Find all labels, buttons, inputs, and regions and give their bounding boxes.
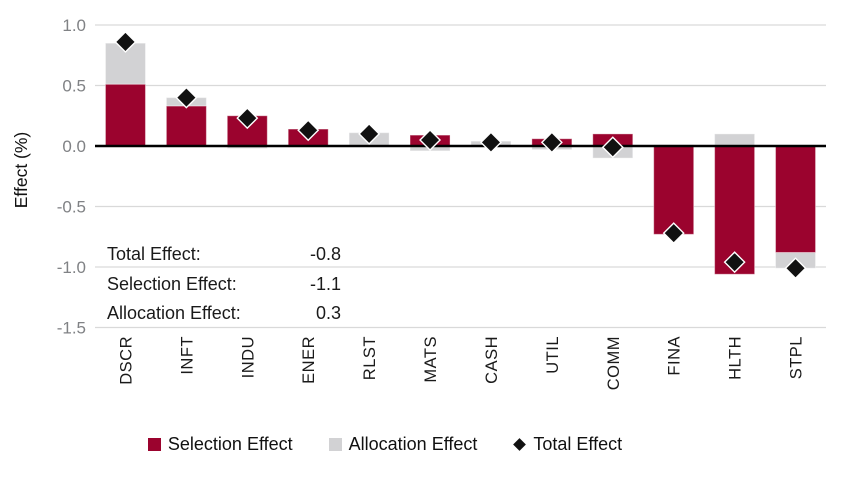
x-axis-label-mats: MATS <box>422 336 440 383</box>
y-tick-label: 0.5 <box>62 77 86 96</box>
x-axis-label-stpl: STPL <box>788 336 806 379</box>
y-tick-label: 0.0 <box>62 137 86 156</box>
x-axis-label-inft: INFT <box>178 336 196 375</box>
selection-effect-bar <box>775 145 817 253</box>
legend-item-allocation-effect: Allocation Effect <box>328 434 478 455</box>
summary-allocation-label: Allocation Effect: <box>107 303 241 323</box>
summary-total-value: -0.8 <box>309 244 341 264</box>
summary-selection-label: Selection Effect: <box>107 273 237 294</box>
y-tick-label: -1.0 <box>57 258 86 277</box>
y-tick-label: 1.0 <box>62 16 86 35</box>
selection-effect-swatch-icon <box>147 438 161 451</box>
effect-chart: Effect (%) 1.0 0.5 0.0 -0.5 -1.0 -1.5 DSCR INF… <box>11 16 826 390</box>
summary-annotation: Total Effect: -0.8 Selection Effect: -1.… <box>107 240 341 329</box>
selection-effect-bar <box>714 145 756 275</box>
total-effect-marker <box>723 251 746 274</box>
legend-total-label: Total Effect <box>533 434 623 454</box>
x-axis-label-dscr: DSCR <box>117 336 135 385</box>
total-effect-marker <box>784 257 807 280</box>
total-effect-marker <box>662 222 685 245</box>
x-axis-labels-group: DSCR INFT INDU ENER RLST MATS CASH UTIL COMM FINA… <box>117 336 805 390</box>
x-axis-label-hlth: HLTH <box>727 336 745 380</box>
allocation-effect-swatch-icon <box>328 438 342 451</box>
total-effect-marker <box>175 86 198 109</box>
legend-item-total-effect: Total Effect <box>513 434 622 455</box>
summary-selection-value: -1.1 <box>309 273 341 294</box>
y-axis-title: Effect (%) <box>11 132 31 209</box>
x-axis-label-fina: FINA <box>666 336 684 376</box>
total-effect-marker <box>114 30 137 53</box>
total-effect-marker <box>358 122 381 145</box>
total-effect-marker <box>297 119 320 142</box>
selection-effect-bar <box>104 83 146 147</box>
x-axis-label-ener: ENER <box>300 336 318 384</box>
total-effect-marker <box>236 107 259 130</box>
x-axis-label-comm: COMM <box>605 336 623 390</box>
selection-effect-bar <box>165 105 207 147</box>
legend-item-selection-effect: Selection Effect <box>147 434 293 455</box>
total-effect-marker <box>419 128 442 151</box>
y-tick-label: -0.5 <box>57 198 86 217</box>
summary-allocation-value: 0.3 <box>315 303 341 323</box>
total-effect-markers-group <box>114 30 807 280</box>
x-axis-label-indu: INDU <box>239 336 257 378</box>
x-axis-label-cash: CASH <box>483 336 501 384</box>
total-effect-marker <box>479 131 502 154</box>
allocation-effect-bar <box>714 133 756 147</box>
legend-allocation-label: Allocation Effect <box>348 434 478 454</box>
chart-legend: Selection Effect Allocation Effect Total… <box>0 434 770 455</box>
summary-total-label: Total Effect: <box>107 244 201 264</box>
total-effect-diamond-icon <box>513 438 527 451</box>
total-effect-marker <box>601 136 624 159</box>
y-tick-labels-group: 1.0 0.5 0.0 -0.5 -1.0 -1.5 <box>57 16 86 338</box>
legend-selection-label: Selection Effect <box>167 434 293 454</box>
x-axis-label-rlst: RLST <box>361 336 379 380</box>
selection-effect-bar <box>653 145 695 235</box>
total-effect-marker <box>540 131 563 154</box>
x-axis-label-util: UTIL <box>544 336 562 374</box>
y-tick-label: -1.5 <box>57 319 86 338</box>
